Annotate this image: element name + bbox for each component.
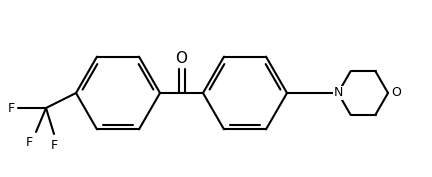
Text: O: O [391,87,401,99]
Text: F: F [26,136,33,149]
Text: F: F [8,101,15,115]
Text: N: N [334,87,343,99]
Text: F: F [51,139,57,152]
Text: O: O [175,51,187,66]
